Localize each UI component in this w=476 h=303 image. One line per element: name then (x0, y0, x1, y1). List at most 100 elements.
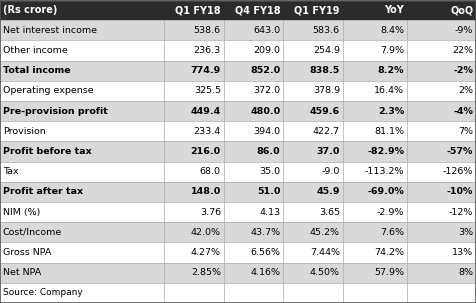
Text: Net interest income: Net interest income (3, 26, 97, 35)
Text: -9%: -9% (455, 26, 473, 35)
Text: 68.0: 68.0 (200, 167, 221, 176)
Text: 81.1%: 81.1% (374, 127, 404, 136)
Text: -69.0%: -69.0% (367, 187, 404, 196)
Text: Gross NPA: Gross NPA (3, 248, 51, 257)
Text: 774.9: 774.9 (190, 66, 221, 75)
Text: 643.0: 643.0 (253, 26, 280, 35)
Text: 6.56%: 6.56% (250, 248, 280, 257)
Text: 16.4%: 16.4% (374, 86, 404, 95)
Text: Q1 FY18: Q1 FY18 (175, 5, 221, 15)
Text: QoQ: QoQ (450, 5, 473, 15)
Text: 8%: 8% (458, 268, 473, 277)
Text: 459.6: 459.6 (310, 107, 340, 116)
Text: -9.0: -9.0 (321, 167, 340, 176)
Text: 51.0: 51.0 (257, 187, 280, 196)
Text: 7.9%: 7.9% (380, 46, 404, 55)
Bar (0, 182, 476, 202)
Bar (283, 0, 343, 20)
Bar (0, 142, 476, 161)
Text: Operating expense: Operating expense (3, 86, 93, 95)
Text: 43.7%: 43.7% (250, 228, 280, 237)
Bar (0, 101, 476, 121)
Text: 449.4: 449.4 (190, 107, 221, 116)
Bar (0, 161, 476, 182)
Text: -126%: -126% (443, 167, 473, 176)
Text: 7.44%: 7.44% (310, 248, 340, 257)
Bar (164, 0, 224, 20)
Text: 7%: 7% (458, 127, 473, 136)
Text: 583.6: 583.6 (313, 26, 340, 35)
Text: 852.0: 852.0 (250, 66, 280, 75)
Text: 394.0: 394.0 (253, 127, 280, 136)
Text: Tax: Tax (3, 167, 19, 176)
Text: -113.2%: -113.2% (365, 167, 404, 176)
Text: 2%: 2% (458, 86, 473, 95)
Text: 8.4%: 8.4% (380, 26, 404, 35)
Text: -2.9%: -2.9% (377, 208, 404, 217)
Bar (343, 0, 407, 20)
Text: 37.0: 37.0 (317, 147, 340, 156)
Text: 3%: 3% (458, 228, 473, 237)
Text: 42.0%: 42.0% (191, 228, 221, 237)
Text: -4%: -4% (453, 107, 473, 116)
Text: 45.2%: 45.2% (310, 228, 340, 237)
Bar (0, 61, 476, 81)
Text: -10%: -10% (447, 187, 473, 196)
Text: 378.9: 378.9 (313, 86, 340, 95)
Text: 209.0: 209.0 (253, 46, 280, 55)
Bar (0, 242, 476, 263)
Bar (0, 263, 476, 283)
Text: Total income: Total income (3, 66, 70, 75)
Text: 236.3: 236.3 (194, 46, 221, 55)
Text: 4.16%: 4.16% (250, 268, 280, 277)
Text: 4.13: 4.13 (259, 208, 280, 217)
Bar (0, 40, 476, 61)
Text: 372.0: 372.0 (253, 86, 280, 95)
Text: Q4 FY18: Q4 FY18 (235, 5, 280, 15)
Text: 838.5: 838.5 (309, 66, 340, 75)
Bar (224, 0, 283, 20)
Text: 35.0: 35.0 (259, 167, 280, 176)
Text: YoY: YoY (385, 5, 404, 15)
Text: 4.50%: 4.50% (310, 268, 340, 277)
Bar (407, 0, 476, 20)
Bar (0, 222, 476, 242)
Text: Source: Company: Source: Company (3, 288, 83, 298)
Bar (0, 202, 476, 222)
Text: 7.6%: 7.6% (380, 228, 404, 237)
Text: 480.0: 480.0 (250, 107, 280, 116)
Text: 325.5: 325.5 (194, 86, 221, 95)
Text: 4.27%: 4.27% (191, 248, 221, 257)
Bar (0, 121, 476, 142)
Text: 8.2%: 8.2% (377, 66, 404, 75)
Text: -2%: -2% (453, 66, 473, 75)
Text: 538.6: 538.6 (194, 26, 221, 35)
Text: -12%: -12% (449, 208, 473, 217)
Text: 233.4: 233.4 (194, 127, 221, 136)
Text: NIM (%): NIM (%) (3, 208, 40, 217)
Text: Q1 FY19: Q1 FY19 (294, 5, 340, 15)
Text: 216.0: 216.0 (191, 147, 221, 156)
Text: 3.65: 3.65 (319, 208, 340, 217)
Text: -57%: -57% (447, 147, 473, 156)
Bar (0, 0, 164, 20)
Text: 2.85%: 2.85% (191, 268, 221, 277)
Text: 13%: 13% (452, 248, 473, 257)
Bar (0, 20, 476, 40)
Text: (Rs crore): (Rs crore) (3, 5, 57, 15)
Text: -82.9%: -82.9% (367, 147, 404, 156)
Bar (0, 283, 476, 303)
Text: Provision: Provision (3, 127, 46, 136)
Text: 148.0: 148.0 (190, 187, 221, 196)
Text: Other income: Other income (3, 46, 68, 55)
Text: 2.3%: 2.3% (378, 107, 404, 116)
Text: 422.7: 422.7 (313, 127, 340, 136)
Text: Profit after tax: Profit after tax (3, 187, 83, 196)
Text: 254.9: 254.9 (313, 46, 340, 55)
Text: 74.2%: 74.2% (374, 248, 404, 257)
Text: 45.9: 45.9 (317, 187, 340, 196)
Text: Net NPA: Net NPA (3, 268, 41, 277)
Text: Cost/Income: Cost/Income (3, 228, 62, 237)
Text: 3.76: 3.76 (200, 208, 221, 217)
Text: 86.0: 86.0 (257, 147, 280, 156)
